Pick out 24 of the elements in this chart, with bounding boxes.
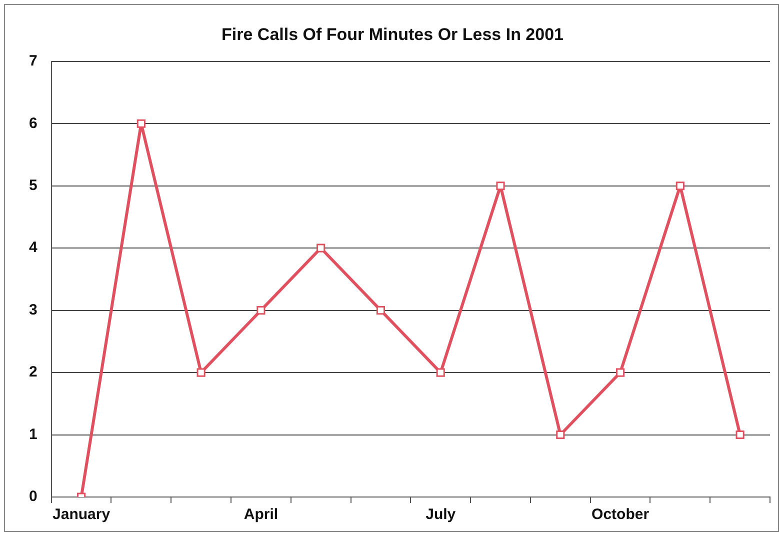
point xyxy=(376,306,386,315)
point xyxy=(496,182,505,190)
point xyxy=(616,368,625,377)
y-tick-label: 6 xyxy=(29,114,38,132)
point xyxy=(316,244,326,252)
y-tick-label: 0 xyxy=(29,488,38,506)
y-tick-label: 5 xyxy=(29,177,38,194)
y-tick-label: 7 xyxy=(29,52,38,70)
x-tick-label: January xyxy=(52,506,111,524)
x-tick-label: April xyxy=(244,506,278,524)
y-tick-label: 3 xyxy=(29,301,38,318)
chart-title: Fire Calls Of Four Minutes Or Less In 2001 xyxy=(222,24,564,44)
point xyxy=(136,119,146,128)
x-tick-label: October xyxy=(592,506,650,524)
x-tick-label: July xyxy=(426,506,456,524)
point xyxy=(196,368,206,377)
point xyxy=(436,368,445,377)
y-tick-label: 4 xyxy=(29,239,38,256)
y-tick-label: 2 xyxy=(29,364,38,381)
point xyxy=(556,430,565,440)
point xyxy=(256,306,266,315)
point xyxy=(676,182,684,190)
point xyxy=(736,430,744,440)
y-tick-label: 1 xyxy=(29,426,38,443)
